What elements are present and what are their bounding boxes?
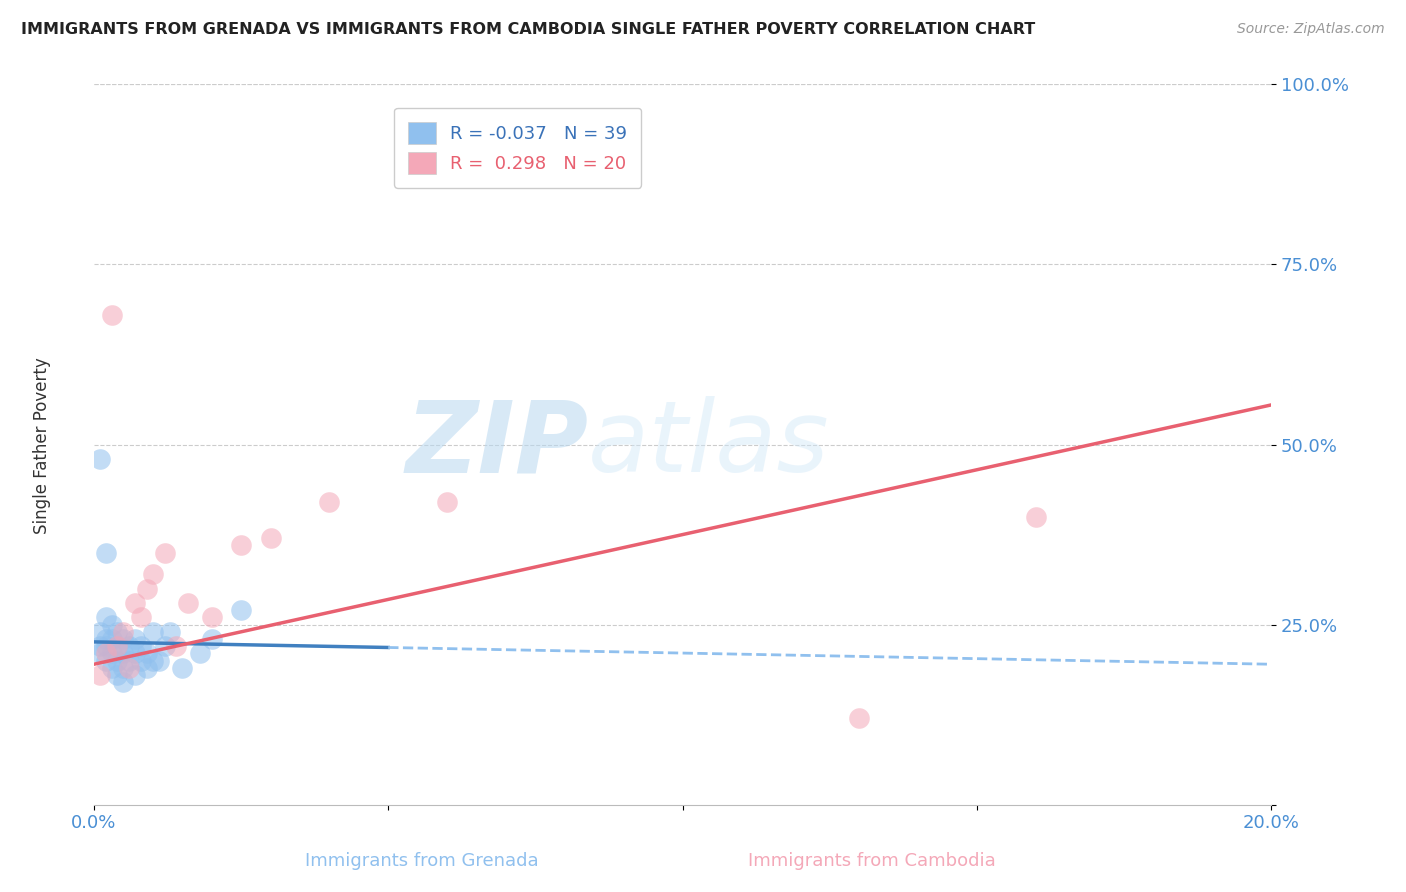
Point xyxy=(153,639,176,653)
Point xyxy=(159,624,181,639)
Point xyxy=(94,647,117,661)
Point xyxy=(318,495,340,509)
Point xyxy=(100,308,122,322)
Point xyxy=(100,647,122,661)
Point xyxy=(124,596,146,610)
Point xyxy=(118,639,141,653)
Point xyxy=(112,624,135,639)
Point xyxy=(229,603,252,617)
Point xyxy=(129,639,152,653)
Point xyxy=(129,610,152,624)
Point xyxy=(112,632,135,646)
Point xyxy=(188,647,211,661)
Point xyxy=(135,647,157,661)
Point xyxy=(177,596,200,610)
Point xyxy=(135,661,157,675)
Point xyxy=(142,567,165,582)
Point xyxy=(118,654,141,668)
Point xyxy=(107,654,129,668)
Point xyxy=(89,624,111,639)
Point xyxy=(89,647,111,661)
Point xyxy=(89,639,111,653)
Point xyxy=(142,624,165,639)
Point xyxy=(229,538,252,552)
Text: Single Father Poverty: Single Father Poverty xyxy=(34,358,51,534)
Point xyxy=(436,495,458,509)
Text: IMMIGRANTS FROM GRENADA VS IMMIGRANTS FROM CAMBODIA SINGLE FATHER POVERTY CORREL: IMMIGRANTS FROM GRENADA VS IMMIGRANTS FR… xyxy=(21,22,1035,37)
Point xyxy=(89,668,111,682)
Point xyxy=(1025,509,1047,524)
Point xyxy=(201,632,224,646)
Point xyxy=(107,639,129,653)
Text: Immigrants from Cambodia: Immigrants from Cambodia xyxy=(748,852,995,870)
Text: atlas: atlas xyxy=(588,396,830,493)
Point xyxy=(100,617,122,632)
Point xyxy=(201,610,224,624)
Point xyxy=(89,452,111,467)
Point xyxy=(94,610,117,624)
Point xyxy=(94,639,117,653)
Point xyxy=(259,531,281,545)
Point xyxy=(124,647,146,661)
Point xyxy=(94,546,117,560)
Point xyxy=(848,711,870,725)
Point xyxy=(124,632,146,646)
Point xyxy=(165,639,187,653)
Point xyxy=(172,661,194,675)
Point xyxy=(124,668,146,682)
Point xyxy=(100,661,122,675)
Point xyxy=(94,654,117,668)
Point xyxy=(112,647,135,661)
Point xyxy=(112,661,135,675)
Point xyxy=(107,639,129,653)
Point xyxy=(148,654,170,668)
Point xyxy=(135,582,157,596)
Text: ZIP: ZIP xyxy=(405,396,588,493)
Point xyxy=(142,654,165,668)
Point xyxy=(112,675,135,690)
Legend: R = -0.037   N = 39, R =  0.298   N = 20: R = -0.037 N = 39, R = 0.298 N = 20 xyxy=(394,108,641,188)
Point xyxy=(100,632,122,646)
Point xyxy=(153,546,176,560)
Point xyxy=(107,668,129,682)
Point xyxy=(118,661,141,675)
Point xyxy=(107,624,129,639)
Point xyxy=(94,632,117,646)
Text: Source: ZipAtlas.com: Source: ZipAtlas.com xyxy=(1237,22,1385,37)
Text: Immigrants from Grenada: Immigrants from Grenada xyxy=(305,852,538,870)
Point xyxy=(129,654,152,668)
